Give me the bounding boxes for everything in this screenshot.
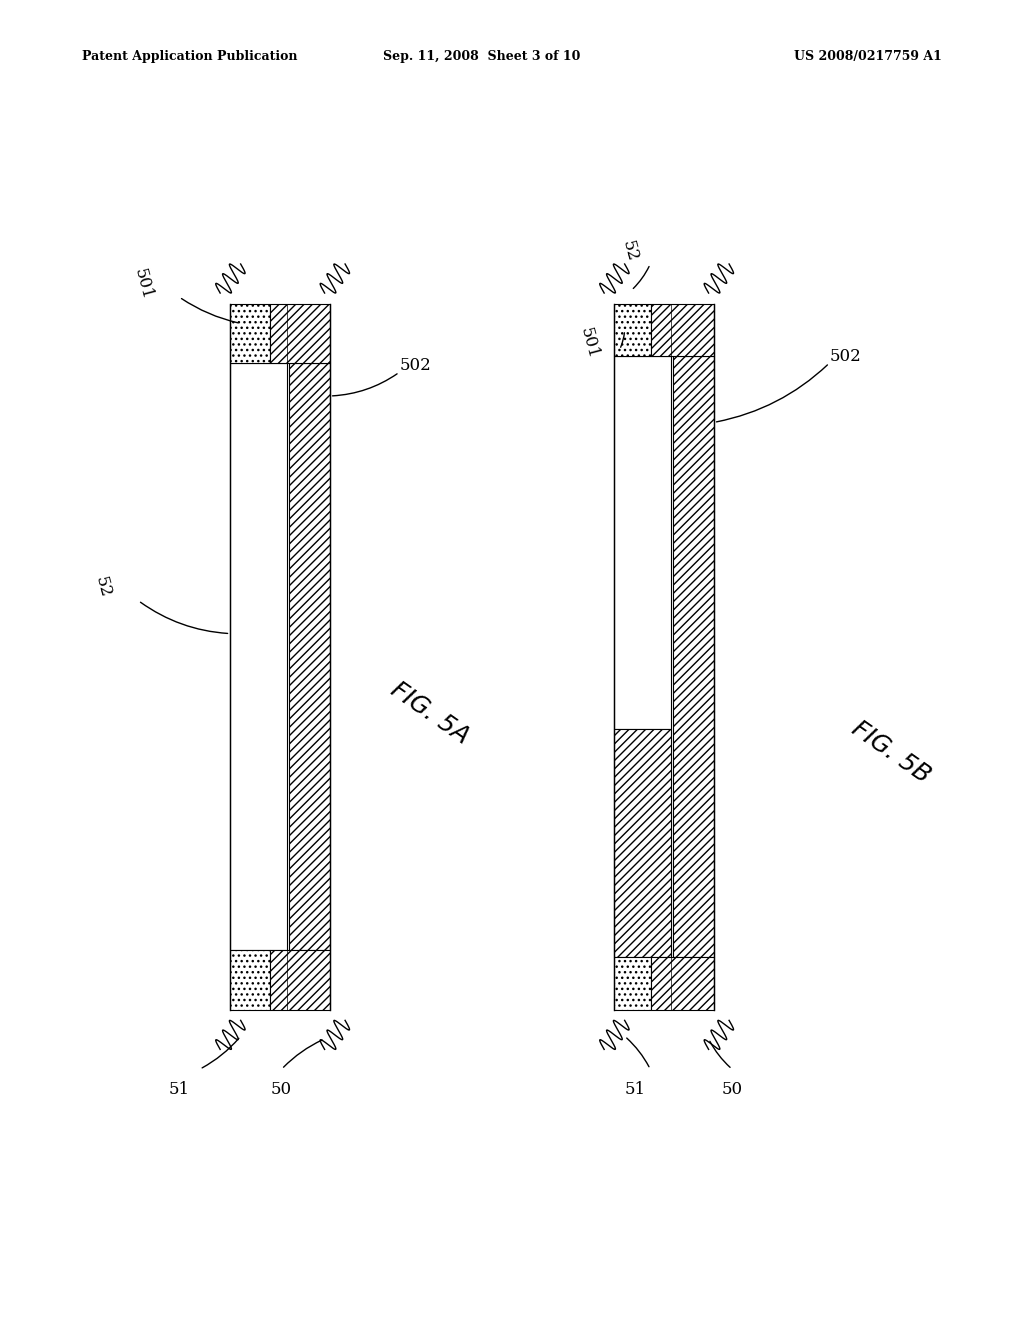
Text: FIG. 5A: FIG. 5A xyxy=(386,677,474,748)
Bar xyxy=(230,304,270,363)
Text: 501: 501 xyxy=(131,267,156,301)
Bar xyxy=(230,363,287,950)
Bar xyxy=(270,950,330,1010)
Text: 502: 502 xyxy=(399,358,431,374)
Bar xyxy=(270,304,330,363)
Text: 50: 50 xyxy=(722,1081,742,1097)
Text: 52: 52 xyxy=(91,576,114,599)
Text: Patent Application Publication: Patent Application Publication xyxy=(82,50,297,63)
Text: 50: 50 xyxy=(271,1081,292,1097)
Bar xyxy=(673,356,714,957)
Text: 52: 52 xyxy=(618,239,641,263)
Bar xyxy=(614,356,671,729)
Text: FIG. 5B: FIG. 5B xyxy=(847,717,935,788)
Text: 502: 502 xyxy=(829,348,861,364)
Bar xyxy=(614,729,671,957)
Bar xyxy=(651,957,714,1010)
Bar xyxy=(614,957,651,1010)
Text: 51: 51 xyxy=(169,1081,189,1097)
Text: 501: 501 xyxy=(577,326,601,360)
Bar xyxy=(230,950,270,1010)
Text: US 2008/0217759 A1: US 2008/0217759 A1 xyxy=(795,50,942,63)
Bar xyxy=(289,363,330,950)
Bar xyxy=(651,304,714,356)
Text: Sep. 11, 2008  Sheet 3 of 10: Sep. 11, 2008 Sheet 3 of 10 xyxy=(383,50,580,63)
Bar xyxy=(614,304,651,356)
Text: 51: 51 xyxy=(625,1081,645,1097)
